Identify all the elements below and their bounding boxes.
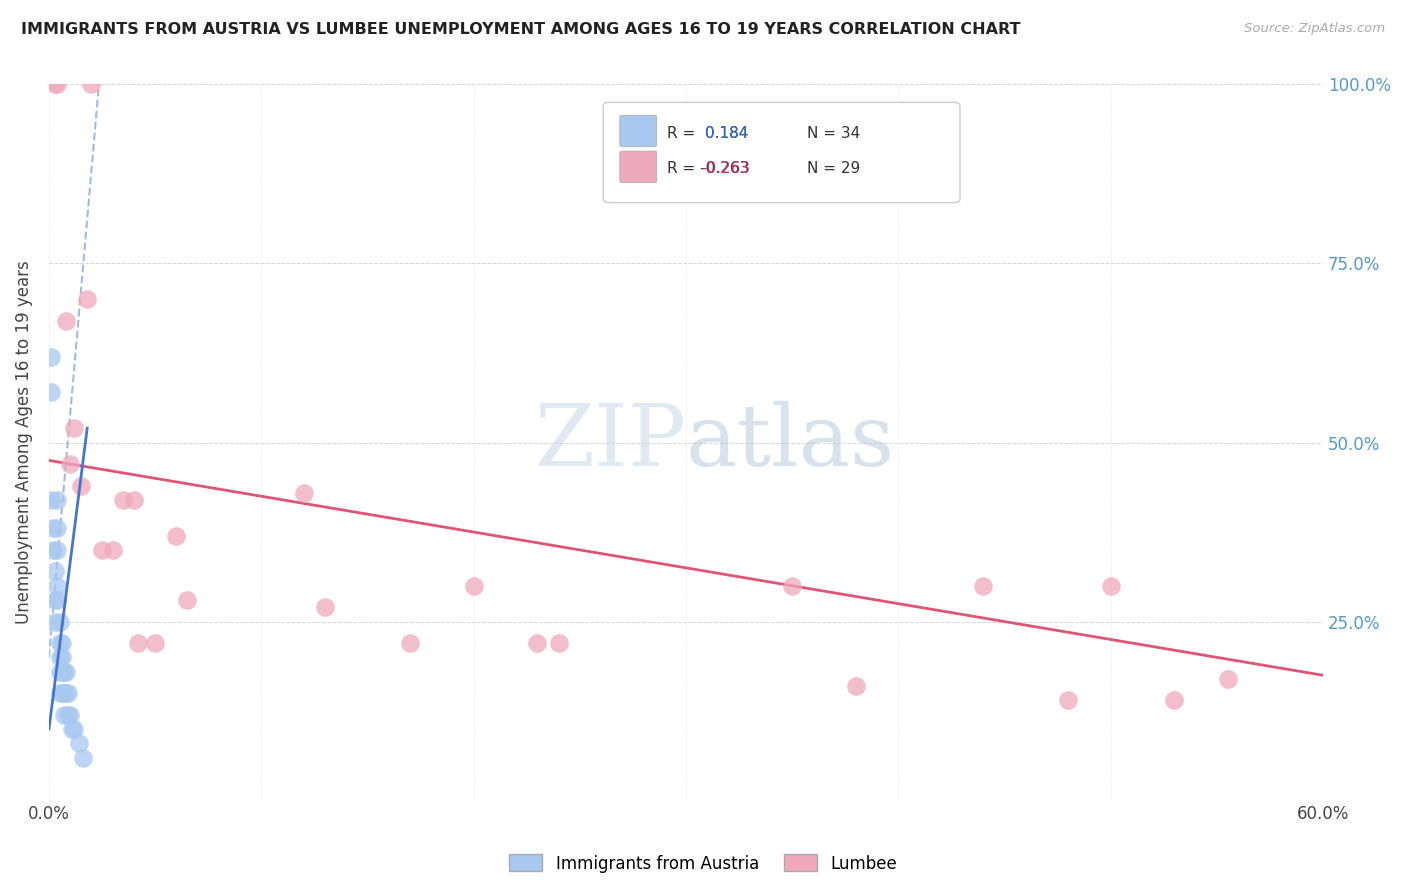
Point: [52, 707, 75, 722]
Point: [52, 665, 75, 679]
Point: [165, 528, 187, 542]
Point: [51, 650, 73, 665]
Point: [292, 485, 315, 500]
Point: [44, 78, 66, 92]
Point: [72, 750, 94, 764]
Point: [46, 78, 69, 92]
Point: [143, 636, 166, 650]
Point: [63, 421, 86, 435]
Point: [67, 736, 90, 750]
Point: [76, 293, 98, 307]
Point: [56, 686, 79, 700]
Point: [46, 492, 69, 507]
Legend: Immigrants from Austria, Lumbee: Immigrants from Austria, Lumbee: [502, 847, 904, 880]
Point: [44, 593, 66, 607]
Point: [845, 679, 868, 693]
Point: [69, 478, 91, 492]
Point: [55, 686, 77, 700]
Point: [42, 543, 65, 558]
Point: [112, 492, 135, 507]
Point: [46, 521, 69, 535]
Text: N = 29: N = 29: [807, 161, 860, 176]
Point: [51, 665, 73, 679]
Point: [55, 314, 77, 328]
Point: [44, 565, 66, 579]
Point: [463, 579, 485, 593]
Text: 0.184: 0.184: [706, 126, 748, 141]
FancyBboxPatch shape: [620, 115, 657, 147]
Point: [39, 492, 62, 507]
Point: [101, 543, 124, 558]
Point: [46, 593, 69, 607]
Point: [399, 636, 422, 650]
Point: [51, 686, 73, 700]
Point: [122, 492, 145, 507]
Point: [39, 350, 62, 364]
Point: [44, 615, 66, 629]
Point: [51, 636, 73, 650]
Point: [46, 579, 69, 593]
Text: R = -0.263: R = -0.263: [666, 161, 749, 176]
Text: Source: ZipAtlas.com: Source: ZipAtlas.com: [1244, 22, 1385, 36]
Point: [972, 579, 994, 593]
Point: [56, 707, 79, 722]
Point: [52, 686, 75, 700]
Point: [127, 636, 149, 650]
Text: IMMIGRANTS FROM AUSTRIA VS LUMBEE UNEMPLOYMENT AMONG AGES 16 TO 19 YEARS CORRELA: IMMIGRANTS FROM AUSTRIA VS LUMBEE UNEMPL…: [21, 22, 1021, 37]
Point: [1057, 693, 1080, 707]
Point: [780, 579, 803, 593]
Point: [91, 543, 114, 558]
FancyBboxPatch shape: [603, 103, 960, 202]
Point: [1163, 693, 1185, 707]
Text: N = 34: N = 34: [807, 126, 860, 141]
Point: [48, 650, 70, 665]
Point: [48, 665, 70, 679]
Text: atlas: atlas: [686, 401, 896, 484]
Point: [48, 636, 70, 650]
Point: [1099, 579, 1122, 593]
Point: [55, 665, 77, 679]
Point: [60, 722, 83, 736]
Point: [1216, 672, 1239, 686]
Point: [48, 686, 70, 700]
Point: [59, 707, 82, 722]
Point: [42, 521, 65, 535]
Text: R =  0.184: R = 0.184: [666, 126, 748, 141]
Point: [80, 78, 103, 92]
Point: [63, 722, 86, 736]
Point: [39, 385, 62, 400]
Point: [526, 636, 548, 650]
Point: [59, 457, 82, 471]
Y-axis label: Unemployment Among Ages 16 to 19 years: Unemployment Among Ages 16 to 19 years: [15, 260, 32, 624]
Text: ZIP: ZIP: [534, 401, 686, 484]
Text: -0.263: -0.263: [702, 161, 751, 176]
Point: [314, 600, 336, 615]
Point: [46, 543, 69, 558]
Point: [176, 593, 198, 607]
FancyBboxPatch shape: [620, 151, 657, 183]
Point: [547, 636, 569, 650]
Point: [48, 615, 70, 629]
